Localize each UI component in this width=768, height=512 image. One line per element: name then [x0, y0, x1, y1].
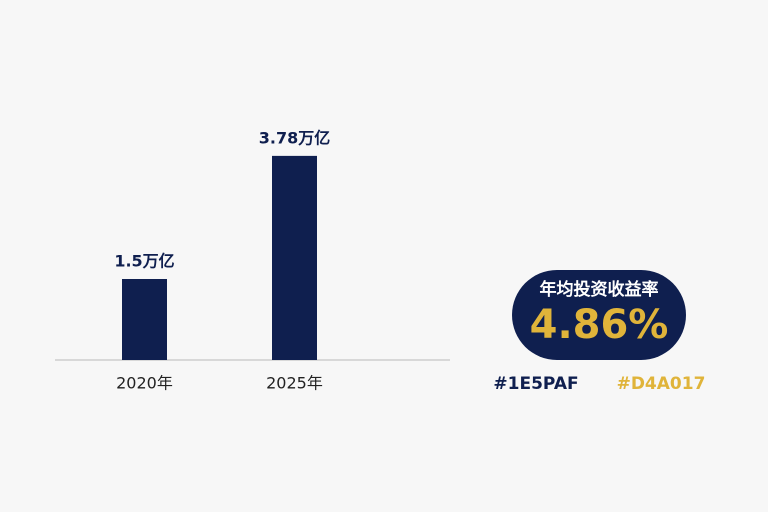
badge	[512, 270, 686, 360]
bar	[272, 155, 317, 360]
value-label: 3.78万亿	[259, 128, 330, 147]
x-tick-label: 2025年	[266, 374, 323, 393]
x-tick-label: 2020年	[116, 374, 173, 393]
badge-title: 年均投资收益率	[540, 279, 659, 300]
value-label: 1.5万亿	[114, 252, 174, 271]
badge-value: 4.86%	[530, 302, 669, 348]
bar	[122, 279, 167, 360]
color-note: #D4A017	[617, 374, 706, 394]
color-note: #1E5PAF	[493, 374, 578, 394]
